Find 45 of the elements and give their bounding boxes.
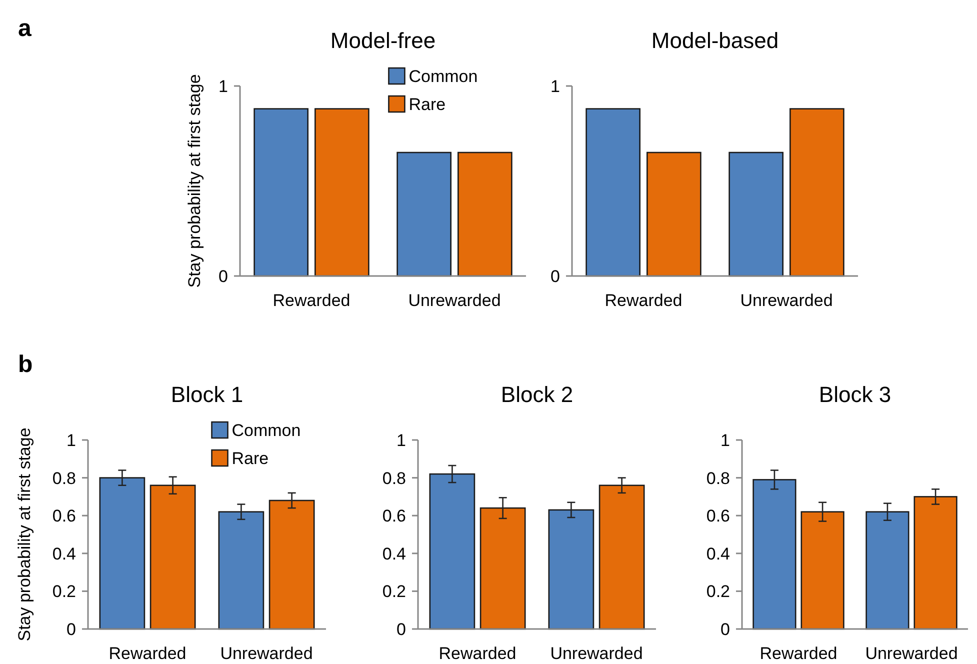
legend-label: Rare (408, 94, 446, 114)
x-tick-label: Unrewarded (220, 644, 313, 663)
chart-title: Block 3 (818, 382, 892, 407)
y-tick-label: 0.8 (706, 468, 730, 488)
y-tick-label: 0 (720, 620, 730, 639)
y-tick-label: 0.6 (706, 506, 730, 526)
chart-title: Model-free (330, 28, 436, 53)
y-tick-label: 0 (66, 620, 76, 639)
x-tick-label: Unrewarded (408, 291, 501, 310)
y-tick-label: 0.2 (382, 582, 406, 602)
text: a (18, 15, 32, 42)
y-tick-label: 0.4 (382, 544, 406, 564)
y-tick-label: 0.4 (706, 544, 730, 564)
y-tick-label: 0.8 (382, 468, 406, 488)
y-tick-label: 0 (218, 266, 228, 286)
legend-label: Rare (232, 448, 269, 468)
x-tick-label: Unrewarded (740, 291, 833, 310)
legend-label: Common (408, 66, 478, 86)
y-tick-label: 1 (218, 76, 228, 96)
chart-title: Model-based (651, 28, 779, 53)
x-tick-label: Unrewarded (550, 644, 643, 663)
y-tick-label: 0 (396, 620, 406, 639)
x-tick-label: Rewarded (272, 291, 350, 310)
y-tick-label: 1 (396, 430, 406, 450)
text: b (18, 351, 33, 378)
chart-title: Block 2 (500, 382, 574, 407)
legend-label: Common (232, 420, 301, 440)
y-tick-label: 1 (720, 430, 730, 450)
y-tick-label: 1 (550, 76, 560, 96)
chart-title: Block 1 (170, 382, 244, 407)
y-tick-label: 0.2 (706, 582, 730, 602)
y-axis-title: Stay probability at first stage (15, 428, 34, 642)
y-tick-label: 0 (550, 266, 560, 286)
y-tick-label: 0.4 (52, 544, 76, 564)
y-tick-label: 0.6 (52, 506, 76, 526)
x-tick-label: Rewarded (760, 644, 838, 663)
y-axis-title: Stay probability at first stage (185, 74, 204, 288)
y-tick-label: 0.2 (52, 582, 76, 602)
x-tick-label: Unrewarded (865, 644, 958, 663)
y-tick-label: 1 (66, 430, 76, 450)
y-tick-label: 0.6 (382, 506, 406, 526)
x-tick-label: Rewarded (108, 644, 186, 663)
y-tick-label: 0.8 (52, 468, 76, 488)
x-tick-label: Rewarded (438, 644, 516, 663)
x-tick-label: Rewarded (604, 291, 682, 310)
